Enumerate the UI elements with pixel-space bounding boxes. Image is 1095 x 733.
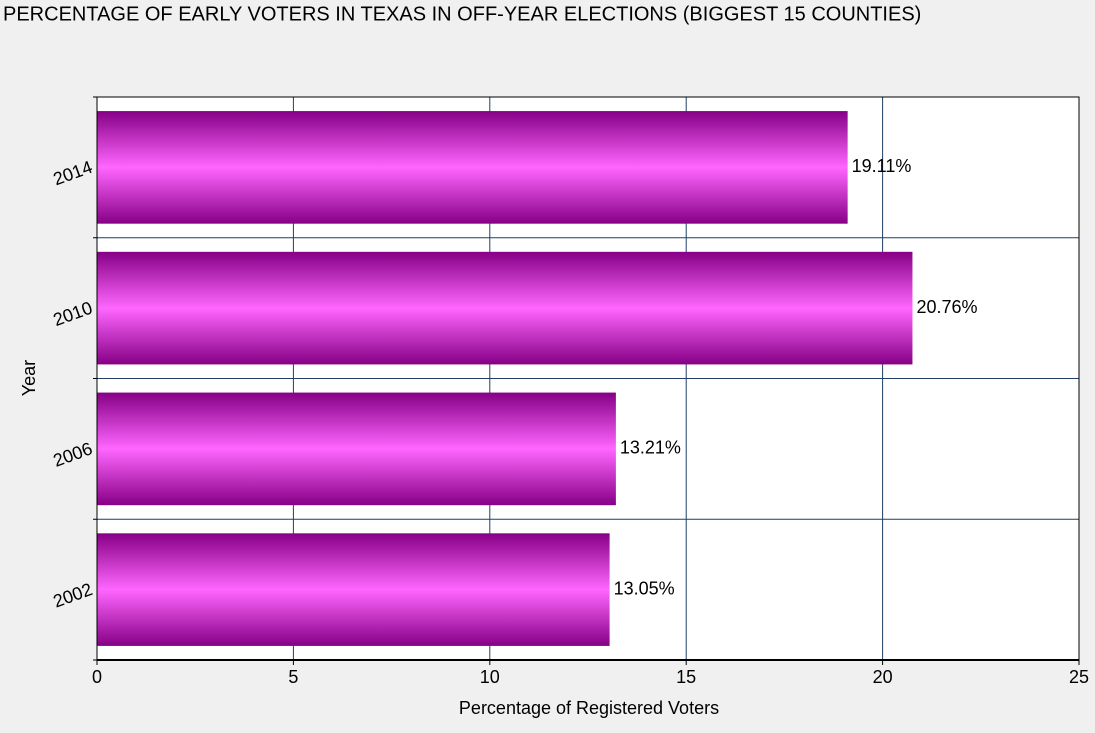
bar <box>97 111 848 224</box>
value-label: 19.11% <box>852 156 912 176</box>
bar <box>97 392 616 506</box>
y-tick-label: 2002 <box>51 579 95 611</box>
y-tick-label: 2006 <box>51 438 95 470</box>
chart-title: PERCENTAGE OF EARLY VOTERS IN TEXAS IN O… <box>3 3 921 25</box>
value-label: 13.05% <box>614 578 675 598</box>
bar <box>97 251 913 365</box>
y-tick-label: 2014 <box>51 157 95 189</box>
x-tick-label: 5 <box>288 667 298 687</box>
value-label: 13.21% <box>620 438 681 458</box>
value-label: 20.76% <box>916 297 977 317</box>
x-tick-label: 0 <box>92 667 102 687</box>
bar <box>97 533 610 646</box>
y-tick-label: 2010 <box>51 298 95 330</box>
y-axis-label: Year <box>19 360 39 396</box>
x-tick-label: 20 <box>873 667 893 687</box>
x-tick-label: 25 <box>1069 667 1089 687</box>
x-tick-label: 10 <box>480 667 500 687</box>
x-axis-label: Percentage of Registered Voters <box>459 698 719 718</box>
x-tick-label: 15 <box>676 667 696 687</box>
